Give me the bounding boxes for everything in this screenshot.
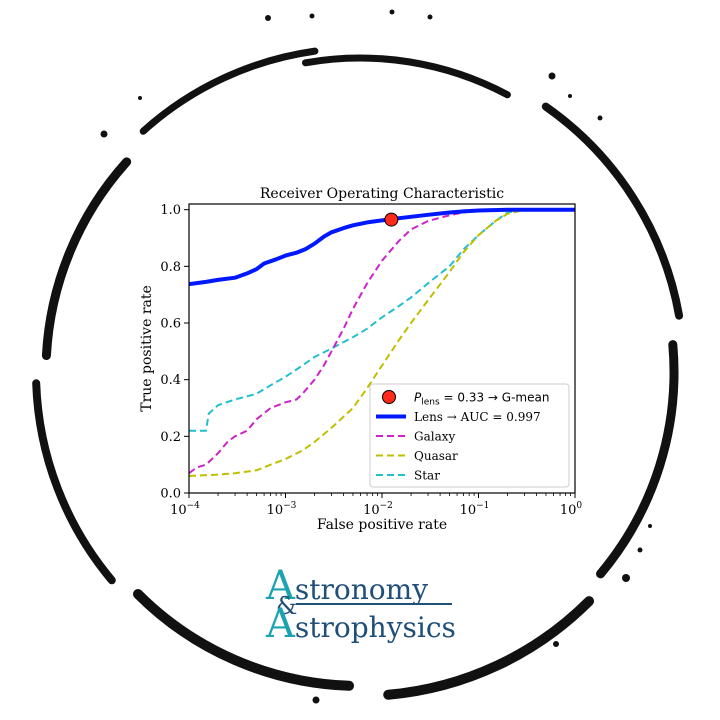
- ring-ink-dot: [553, 641, 559, 647]
- ring-ink-dot: [389, 9, 395, 15]
- legend-label: Quasar: [414, 449, 458, 463]
- y-axis-label: True positive rate: [139, 285, 155, 412]
- journal-logo: Astronomy & Astrophysics: [262, 563, 462, 644]
- logo-line-astronomy: Astronomy: [266, 563, 429, 609]
- ring-ink-dot: [548, 72, 556, 80]
- ring-brush-stroke: [301, 54, 511, 99]
- g-mean-marker: [384, 212, 399, 227]
- legend-label: Galaxy: [414, 430, 456, 444]
- ring-ink-dot: [312, 696, 320, 704]
- series-line-lens: [189, 207, 575, 287]
- series-group: [189, 207, 575, 477]
- ring-brush-stroke: [41, 157, 132, 361]
- y-tick-label: 0.4: [160, 373, 181, 388]
- ring-brush-stroke: [596, 340, 679, 579]
- x-axis-label: False positive rate: [317, 517, 447, 533]
- series-line-galaxy: [189, 208, 479, 475]
- ring-ink-dot: [138, 96, 142, 100]
- ring-ink-dot: [568, 94, 572, 98]
- x-tick-label: 10−4: [170, 501, 200, 518]
- ring-ink-dot: [622, 574, 630, 582]
- ring-brush-stroke: [132, 589, 355, 691]
- logo-rule: [296, 603, 452, 605]
- series-line-quasar: [189, 208, 525, 477]
- x-tick-label: 100: [560, 501, 583, 518]
- ring-ink-dot: [637, 547, 643, 553]
- y-tick-label: 0.0: [160, 487, 181, 502]
- ring-ink-dot: [309, 13, 315, 19]
- y-tick-label: 1.0: [160, 203, 181, 218]
- ring-ink-dot: [265, 15, 271, 21]
- x-tick-label: 10−1: [460, 501, 490, 518]
- ring-ink-dot: [336, 684, 340, 688]
- x-tick-label: 10−3: [267, 501, 297, 518]
- y-tick-label: 0.2: [160, 430, 181, 445]
- logo-ampersand: &: [276, 592, 298, 620]
- ring-ink-dot: [588, 600, 592, 604]
- ring-brush-stroke: [32, 379, 116, 585]
- ring-ink-dot: [648, 524, 652, 528]
- legend-label: Star: [414, 469, 440, 483]
- plot-area: 0.0 0.2 0.4 0.6 0.8 1.0 10−4 10−3 10−2 10−1 100 Rec…: [139, 186, 582, 533]
- legend-box: [369, 383, 570, 488]
- legend-marker-gmean: [382, 390, 396, 404]
- y-tick-label: 0.8: [160, 260, 181, 275]
- legend-label: Lens → AUC = 0.997: [414, 410, 541, 424]
- ring-brush-stroke: [139, 47, 319, 135]
- x-tick-label: 10−2: [363, 501, 393, 518]
- y-tick-label: 0.6: [160, 317, 181, 332]
- ring-brush-stroke: [383, 596, 595, 700]
- chart-title: Receiver Operating Characteristic: [260, 186, 504, 202]
- legend-label-gmean: Plens = 0.33 → G-mean: [414, 391, 549, 408]
- series-line-star: [189, 208, 525, 432]
- ring-ink-dot: [100, 130, 108, 138]
- ring-ink-dot: [427, 14, 433, 20]
- decorative-brush-ring: [32, 9, 684, 704]
- logo-line-astrophysics: Astrophysics: [266, 601, 456, 647]
- ring-ink-dot: [597, 115, 603, 121]
- ring-brush-stroke: [541, 102, 684, 320]
